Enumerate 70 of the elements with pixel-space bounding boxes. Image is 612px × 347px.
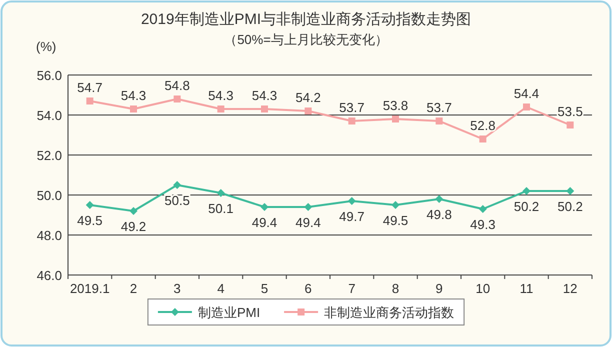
data-label: 54.3 [252, 88, 278, 103]
data-label: 53.7 [426, 100, 452, 115]
x-tick-label: 2 [130, 281, 138, 296]
x-tick-label: 8 [392, 281, 400, 296]
point [392, 116, 399, 122]
point [522, 187, 530, 195]
data-label: 53.8 [382, 98, 408, 113]
x-tick-label: 7 [348, 281, 356, 296]
point [174, 96, 181, 102]
x-tick-label: 6 [304, 281, 312, 296]
point [216, 189, 225, 197]
x-tick-label: 2019.1 [70, 281, 110, 296]
x-tick-label: 5 [260, 281, 268, 296]
y-tick-label: 54.0 [36, 108, 62, 123]
x-tick-label: 4 [217, 281, 224, 296]
point [478, 205, 487, 213]
data-label: 49.2 [120, 219, 146, 234]
x-tick-label: 3 [174, 281, 181, 296]
y-axis-title: (%) [36, 39, 56, 54]
data-label: 54.3 [120, 88, 146, 103]
y-tick-label: 50.0 [36, 188, 62, 203]
point [435, 195, 444, 203]
legend-label: 制造业PMI [198, 305, 260, 320]
point [86, 98, 94, 104]
legend-label: 非制造业商务活动指数 [324, 305, 454, 320]
point [436, 118, 443, 124]
data-label: 50.2 [514, 199, 540, 214]
data-label: 49.5 [382, 213, 408, 228]
x-tick-label: 12 [562, 281, 578, 296]
point [523, 104, 530, 110]
point [304, 108, 312, 114]
point [479, 136, 486, 142]
point [392, 201, 400, 209]
data-label: 50.1 [208, 201, 234, 216]
data-label: 49.5 [77, 213, 102, 228]
data-label: 49.4 [252, 215, 278, 230]
data-label: 49.3 [470, 217, 496, 232]
point [348, 118, 356, 124]
data-label: 50.5 [164, 193, 190, 208]
point [86, 201, 94, 209]
x-tick-label: 10 [476, 281, 490, 296]
point [217, 106, 224, 112]
data-label: 49.7 [339, 209, 364, 224]
point [566, 187, 574, 195]
x-tick-label: 11 [520, 281, 534, 296]
point [304, 203, 312, 211]
data-label: 53.7 [339, 100, 364, 115]
data-label: 52.8 [470, 118, 496, 133]
y-tick-label: 52.0 [36, 148, 62, 163]
point [566, 122, 574, 128]
data-label: 54.8 [164, 78, 190, 93]
data-label: 54.7 [77, 80, 102, 95]
data-label: 50.2 [558, 199, 583, 214]
x-tick-label: 9 [436, 281, 443, 296]
chart-title: 2019年制造业PMI与非制造业商务活动指数走势图 [140, 11, 472, 28]
point [348, 197, 356, 205]
point [260, 203, 268, 211]
data-label: 54.3 [208, 88, 234, 103]
chart-subtitle: （50%=与上月比较无变化） [224, 32, 388, 47]
data-label: 54.4 [514, 86, 540, 101]
data-label: 49.8 [426, 207, 452, 222]
point [130, 207, 138, 215]
point [173, 181, 182, 189]
y-tick-label: 46.0 [36, 268, 62, 283]
point [261, 106, 268, 112]
y-tick-label: 56.0 [36, 68, 62, 83]
data-label: 49.4 [296, 215, 321, 230]
point [130, 106, 137, 112]
y-tick-label: 48.0 [36, 228, 62, 243]
data-label: 54.2 [296, 90, 321, 105]
